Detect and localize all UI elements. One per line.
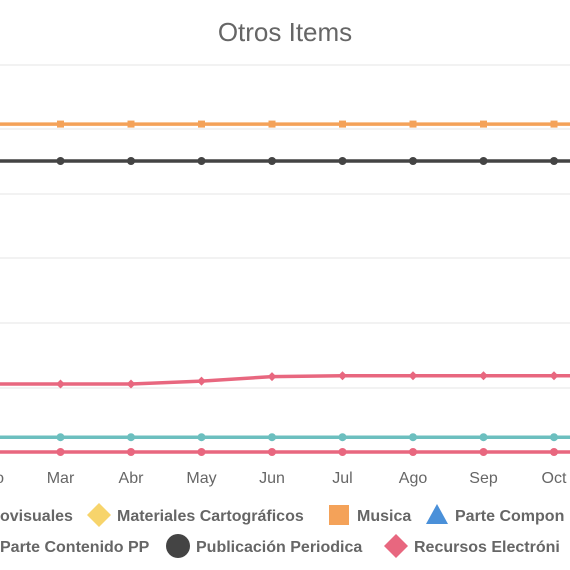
- series-line: [0, 374, 570, 386]
- x-tick-label: Jun: [259, 470, 285, 487]
- data-point[interactable]: [409, 448, 417, 456]
- data-point[interactable]: [127, 157, 135, 166]
- data-point[interactable]: [197, 433, 206, 442]
- data-point[interactable]: [56, 448, 65, 456]
- data-point[interactable]: [268, 120, 276, 128]
- data-point[interactable]: [479, 433, 488, 442]
- legend-label: Recursos Electróni: [414, 539, 560, 556]
- data-point[interactable]: [56, 433, 65, 442]
- plot-area: [0, 120, 570, 456]
- data-point[interactable]: [479, 448, 488, 456]
- data-point[interactable]: [127, 433, 135, 442]
- data-point[interactable]: [408, 371, 418, 381]
- x-tick-label: Jul: [332, 470, 352, 487]
- data-point[interactable]: [268, 448, 276, 456]
- chart-title: Otros Items: [218, 17, 352, 47]
- legend-label: Parte Contenido PP: [0, 539, 150, 556]
- data-point[interactable]: [550, 157, 558, 166]
- data-point[interactable]: [56, 157, 65, 166]
- series-2: [0, 371, 570, 389]
- data-point[interactable]: [479, 371, 488, 381]
- data-point[interactable]: [409, 433, 417, 442]
- data-point[interactable]: [339, 120, 346, 128]
- legend-item[interactable]: Recursos Electróni: [384, 534, 560, 558]
- legend-item[interactable]: Materiales Cartográficos: [87, 503, 304, 527]
- legend: ovisuales Materiales Cartográficos Musica P…: [0, 503, 564, 558]
- x-axis: o Mar Abr May Jun Jul Ago Sep Oct: [0, 470, 567, 487]
- legend-label: Materiales Cartográficos: [117, 508, 304, 525]
- legend-label: ovisuales: [0, 508, 73, 525]
- data-point[interactable]: [479, 157, 488, 166]
- data-point[interactable]: [268, 157, 276, 166]
- x-tick-label: Abr: [119, 470, 145, 487]
- legend-marker: [426, 504, 448, 524]
- legend-item[interactable]: Parte Contenido PP: [0, 539, 150, 556]
- x-tick-label: Sep: [469, 470, 498, 487]
- data-point[interactable]: [197, 448, 206, 456]
- x-tick-label: o: [0, 470, 4, 487]
- grid-lines: [0, 64, 570, 389]
- data-point[interactable]: [198, 120, 205, 128]
- legend-item[interactable]: Parte Compon: [426, 504, 564, 525]
- data-point[interactable]: [409, 120, 417, 128]
- legend-label: Parte Compon: [455, 508, 564, 525]
- legend-item[interactable]: Musica: [329, 505, 411, 525]
- legend-label: Musica: [357, 508, 411, 525]
- x-tick-label: May: [186, 470, 216, 487]
- x-tick-label: Oct: [542, 470, 567, 487]
- data-point[interactable]: [550, 433, 558, 442]
- data-point[interactable]: [338, 433, 347, 442]
- data-point[interactable]: [127, 120, 135, 128]
- data-point[interactable]: [409, 157, 417, 166]
- data-point[interactable]: [338, 157, 347, 166]
- data-point[interactable]: [197, 376, 206, 386]
- data-point[interactable]: [56, 379, 65, 389]
- data-point[interactable]: [126, 379, 136, 389]
- series-0: [0, 120, 570, 128]
- legend-marker: [166, 534, 190, 558]
- data-point[interactable]: [549, 371, 559, 381]
- series-1: [0, 157, 570, 166]
- x-tick-label: Ago: [399, 470, 428, 487]
- data-point[interactable]: [550, 120, 558, 128]
- legend-marker: [87, 503, 111, 527]
- data-point[interactable]: [338, 371, 347, 381]
- legend-item[interactable]: Publicación Periodica: [166, 534, 362, 558]
- data-point[interactable]: [57, 120, 64, 128]
- data-point[interactable]: [197, 157, 206, 166]
- series-4: [0, 448, 570, 456]
- data-point[interactable]: [268, 433, 276, 442]
- data-point[interactable]: [480, 120, 487, 128]
- data-point[interactable]: [267, 372, 277, 382]
- legend-label: Publicación Periodica: [196, 539, 362, 556]
- data-point[interactable]: [550, 448, 558, 456]
- legend-marker: [384, 534, 408, 558]
- x-tick-label: Mar: [47, 470, 75, 487]
- legend-marker: [329, 505, 349, 525]
- data-point[interactable]: [127, 448, 135, 456]
- data-point[interactable]: [338, 448, 347, 456]
- series-3: [0, 433, 570, 442]
- legend-item[interactable]: ovisuales: [0, 508, 73, 525]
